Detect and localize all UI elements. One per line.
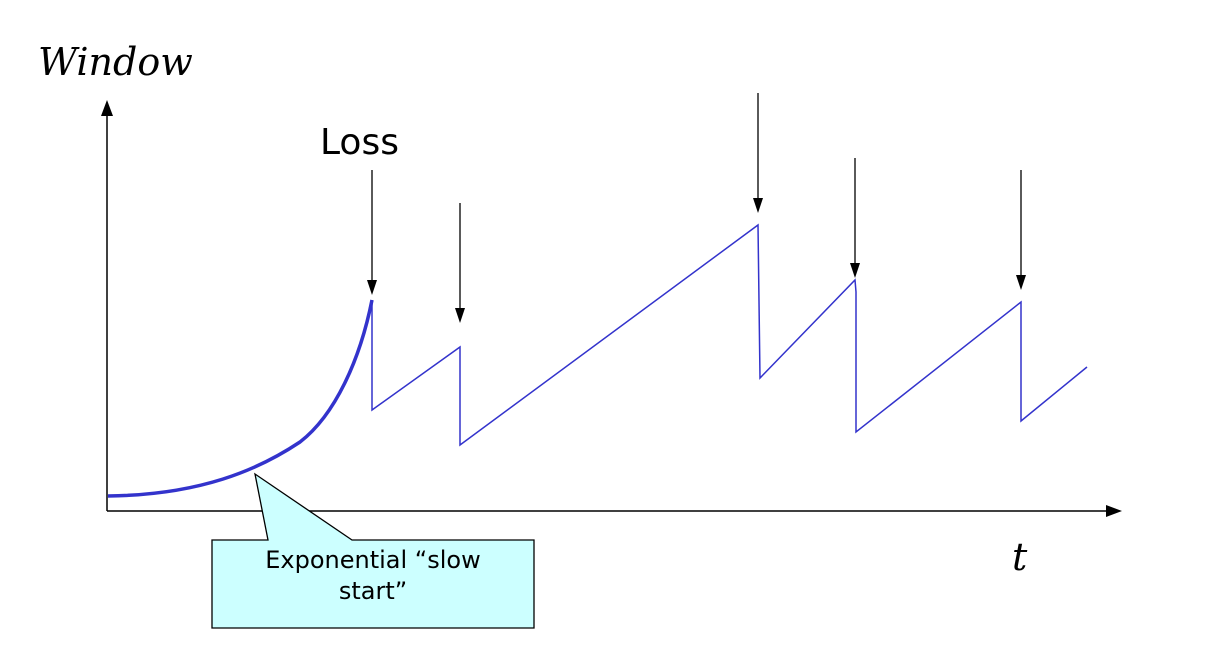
- y-axis-arrowhead: [101, 100, 113, 116]
- loss-arrow-2-head: [455, 308, 465, 323]
- callout-text: Exponential “slow start”: [214, 545, 532, 607]
- callout-line-2: start”: [338, 577, 408, 605]
- x-axis-label: t: [1012, 535, 1028, 579]
- loss-arrow-3-head: [753, 198, 763, 213]
- loss-arrow-1-head: [367, 280, 377, 295]
- slow-start-curve: [107, 299, 374, 498]
- callout-line-1: Exponential “slow: [265, 546, 481, 574]
- sawtooth-curve: [371, 223, 1088, 447]
- loss-label: Loss: [320, 122, 399, 163]
- y-axis-label: Window: [38, 40, 193, 84]
- loss-arrow-4-head: [850, 263, 860, 278]
- x-axis-arrowhead: [1106, 505, 1122, 517]
- callout-box: [211, 472, 535, 629]
- loss-arrow-5-head: [1016, 275, 1026, 290]
